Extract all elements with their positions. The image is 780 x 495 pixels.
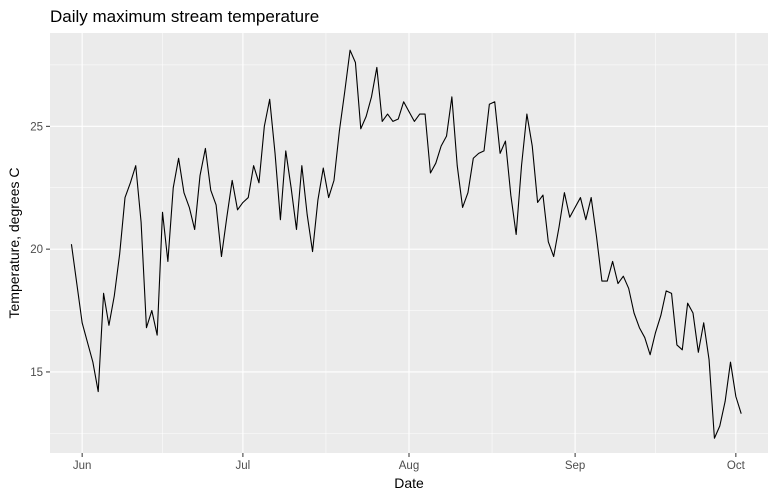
y-tick-label: 15: [30, 367, 43, 379]
x-tick-label: Aug: [399, 460, 419, 472]
y-axis-ticks: 15 20 25: [30, 121, 50, 379]
temperature-series-line: [70, 49, 742, 439]
y-tick-label: 25: [30, 121, 43, 133]
major-gridlines: [50, 33, 768, 453]
x-tick-label: Jun: [73, 460, 92, 472]
x-axis-ticks: Jun Jul Aug Sep Oct: [73, 453, 746, 472]
x-tick-label: Sep: [565, 460, 585, 472]
x-tick-label: Jul: [236, 460, 251, 472]
x-tick-label: Oct: [727, 460, 746, 472]
y-tick-label: 20: [30, 244, 43, 256]
x-axis-title: Date: [394, 475, 424, 491]
y-axis-title: Temperature, degrees C: [6, 168, 22, 319]
chart-title: Daily maximum stream temperature: [50, 7, 319, 26]
